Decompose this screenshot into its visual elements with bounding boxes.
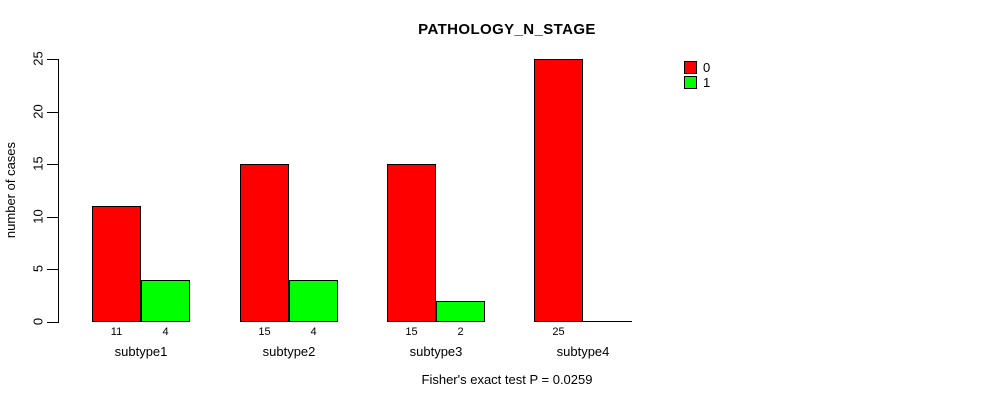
chart-title: PATHOLOGY_N_STAGE	[418, 21, 596, 38]
bar-value-label: 15	[405, 326, 418, 338]
x-category-label: subtype1	[114, 344, 168, 359]
legend-label: 0	[703, 60, 711, 75]
bar-zero-line	[583, 321, 632, 322]
y-tick-label: 0	[30, 317, 46, 326]
bar-value-label: 2	[457, 326, 464, 338]
y-axis-label: number of cases	[3, 141, 18, 239]
bar	[141, 280, 190, 322]
legend-swatch	[684, 76, 697, 89]
y-tick-mark	[47, 112, 58, 113]
legend-entry: 0	[684, 61, 710, 74]
bar-value-label: 11	[110, 326, 123, 338]
x-category-label: subtype4	[556, 344, 610, 359]
y-tick-label: 15	[30, 156, 46, 171]
bar	[92, 206, 141, 322]
y-axis-line	[58, 59, 59, 323]
legend-swatch	[684, 61, 697, 74]
bar	[240, 164, 289, 322]
y-tick-mark	[47, 322, 58, 323]
x-category-label: subtype3	[409, 344, 463, 359]
y-tick-mark	[47, 59, 58, 60]
bar-value-label: 4	[310, 326, 317, 338]
x-category-label: subtype2	[262, 344, 316, 359]
legend-entry: 1	[684, 76, 710, 89]
annotation-caption: Fisher's exact test P = 0.0259	[421, 372, 593, 387]
y-tick-mark	[47, 164, 58, 165]
y-tick-label: 20	[30, 104, 46, 119]
y-tick-label: 10	[30, 209, 46, 224]
bar-value-label: 4	[162, 326, 169, 338]
bar	[534, 59, 583, 322]
y-tick-mark	[47, 217, 58, 218]
y-tick-label: 25	[30, 51, 46, 66]
bar	[436, 301, 485, 322]
y-tick-label: 5	[30, 264, 46, 273]
bar-value-label: 15	[258, 326, 271, 338]
y-tick-mark	[47, 269, 58, 270]
bar	[387, 164, 436, 322]
bar	[289, 280, 338, 322]
bar-value-label: 25	[552, 326, 565, 338]
legend-label: 1	[703, 75, 711, 90]
